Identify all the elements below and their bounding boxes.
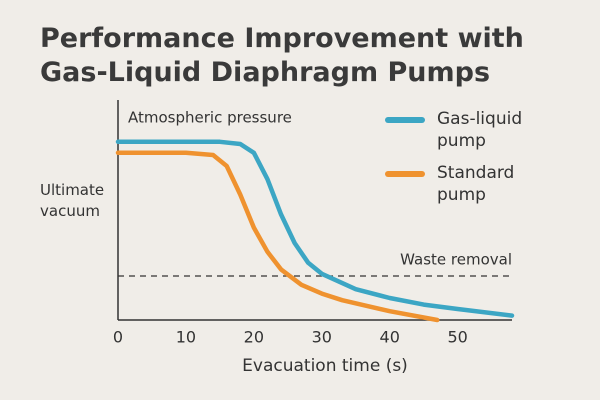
annotation: Waste removal xyxy=(400,251,512,269)
x-tick-label: 10 xyxy=(176,328,196,347)
line xyxy=(115,139,515,318)
x-axis-label: Evacuation time (s) xyxy=(242,356,408,376)
legend-item: Standard pump xyxy=(385,162,585,206)
legend-swatch xyxy=(385,117,425,123)
legend: Gas-liquid pump Standard pump xyxy=(385,108,585,216)
x-tick-label: 40 xyxy=(380,328,400,347)
x-tick-label: 20 xyxy=(244,328,264,347)
y-axis-label: Ultimate vacuum xyxy=(40,181,105,220)
legend-item: Gas-liquid pump xyxy=(385,108,585,152)
x-tick-label: 50 xyxy=(447,328,467,347)
chart-title: Performance Improvement with Gas-Liquid … xyxy=(40,23,524,88)
annotation: Atmospheric pressure xyxy=(128,109,292,127)
legend-label: Gas-liquid pump xyxy=(437,109,523,151)
x-tick-label: 0 xyxy=(113,328,123,347)
line xyxy=(115,150,440,323)
x-tick-label: 30 xyxy=(312,328,332,347)
legend-label: Standard pump xyxy=(437,163,515,205)
legend-swatch xyxy=(385,171,425,177)
